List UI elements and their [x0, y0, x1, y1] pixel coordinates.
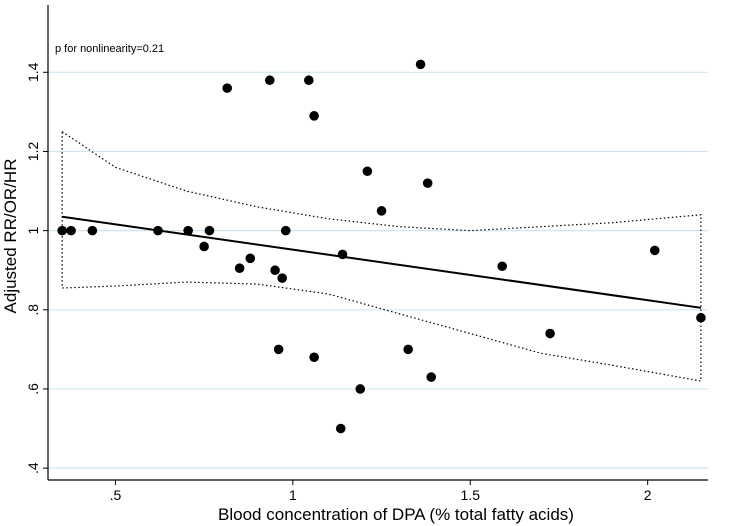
data-point: [204, 225, 215, 236]
data-point: [183, 225, 193, 236]
confidence-band: [61, 130, 702, 382]
data-point: [153, 225, 163, 236]
x-axis-title: Blood concentration of DPA (% total fatt…: [218, 505, 574, 524]
data-point: [696, 312, 706, 323]
data-point: [335, 423, 346, 434]
data-point: [270, 265, 280, 276]
x-tick-label: 1: [289, 487, 297, 503]
fit-line-group: [62, 215, 702, 309]
data-point: [277, 273, 287, 283]
data-point: [222, 83, 232, 93]
confidence-band-outline: [61, 130, 702, 382]
nonlinearity-annotation: p for nonlinearity=0.21: [55, 43, 164, 55]
data-point: [355, 384, 366, 394]
data-point: [426, 372, 437, 382]
data-point: [337, 249, 348, 260]
x-tick-label: 2: [644, 487, 652, 503]
data-point: [57, 225, 67, 236]
data-point: [234, 263, 245, 274]
data-point: [304, 75, 314, 86]
data-point: [273, 344, 284, 355]
x-tick-label: .5: [110, 487, 122, 503]
grid-lines: [48, 71, 708, 469]
data-point: [66, 225, 76, 236]
y-axis-title: Adjusted RR/OR/HR: [1, 159, 20, 314]
data-point: [376, 206, 387, 216]
y-tick-label: .4: [25, 462, 41, 474]
data-point: [309, 352, 319, 363]
tick-labels: .4 .6 .8 1 1.2 1.4 .5 1 1.5 2: [25, 62, 652, 503]
data-point: [87, 225, 98, 236]
data-point: [545, 328, 555, 339]
x-tick-label: 1.5: [461, 487, 481, 503]
data-point: [362, 166, 373, 177]
data-point: [199, 241, 209, 252]
data-point: [403, 344, 413, 355]
data-point: [280, 225, 291, 236]
y-tick-label: 1.4: [25, 62, 41, 82]
data-point: [497, 261, 507, 272]
y-tick-label: 1: [25, 227, 41, 235]
data-point: [415, 59, 426, 70]
fit-line: [62, 215, 702, 309]
data-point: [309, 111, 319, 121]
data-points: [57, 59, 706, 434]
axes: [47, 5, 708, 481]
y-tick-label: 1.2: [25, 142, 41, 162]
y-tick-label: .6: [25, 383, 41, 395]
data-point: [649, 245, 660, 256]
data-point: [264, 75, 275, 86]
y-tick-label: .8: [25, 304, 41, 316]
data-point: [422, 178, 433, 188]
data-point: [245, 253, 256, 264]
